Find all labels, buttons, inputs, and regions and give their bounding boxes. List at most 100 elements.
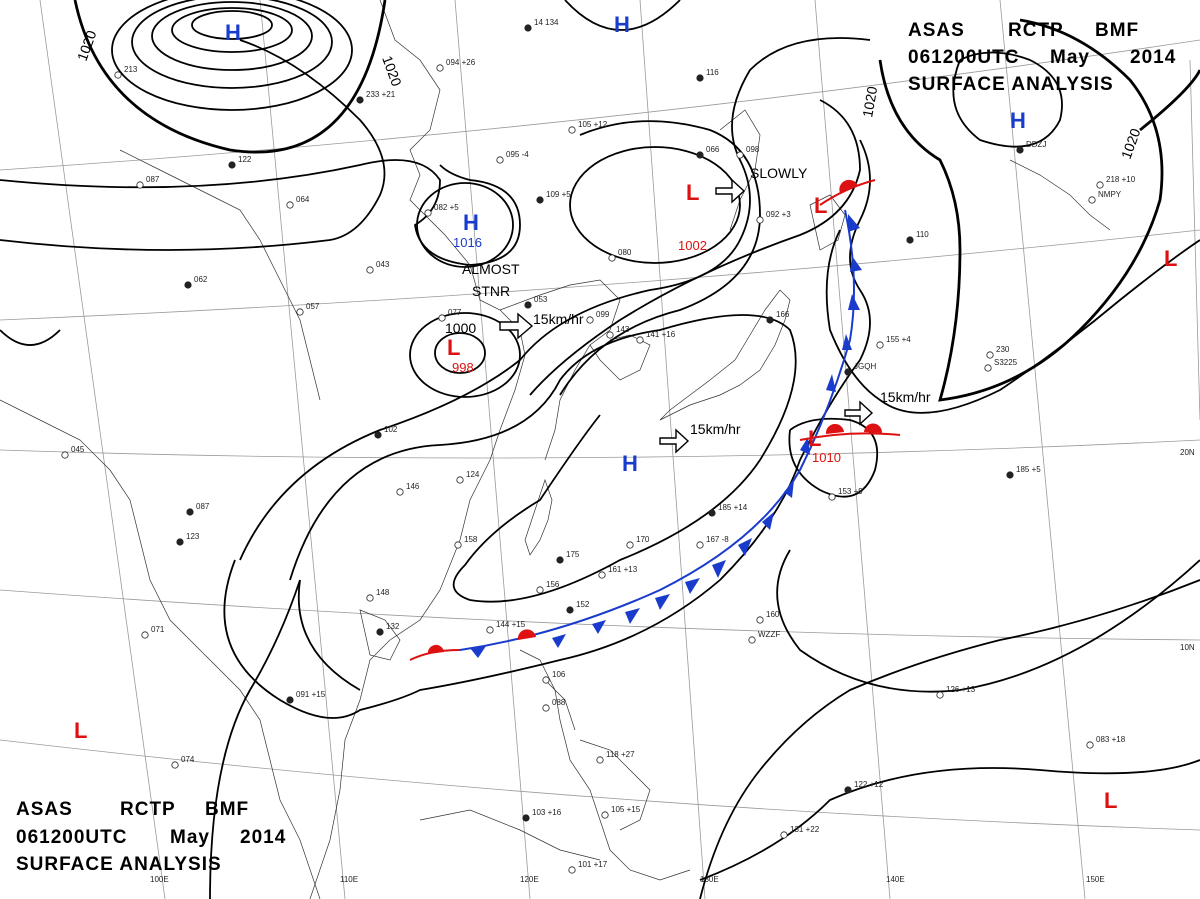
station-marker: [456, 476, 464, 484]
header-bl-line1-a: ASAS: [16, 799, 73, 820]
station-label: 057: [306, 302, 320, 311]
station-marker: [376, 628, 384, 636]
station-marker: [454, 541, 462, 549]
center-l-southeast: L: [1104, 788, 1117, 813]
station-label: 071: [151, 625, 165, 634]
station-label: 105 +12: [578, 120, 608, 129]
station-label: WZZF: [758, 630, 780, 639]
station-label: 099: [596, 310, 610, 319]
annotation-motion-taiwan: 15km/hr: [690, 421, 741, 437]
station-marker: [141, 631, 149, 639]
lat-label-10n: 10N: [1180, 643, 1195, 652]
station-marker: [171, 761, 179, 769]
motion-arrow-taiwan: [659, 428, 690, 454]
station-marker: [756, 616, 764, 624]
header-tr-line1-c: BMF: [1095, 20, 1139, 41]
header-bl-line2-b: May: [170, 827, 210, 848]
latlon-labels: 20N 10N 100E 110E 120E 130E 140E 150E: [150, 448, 1195, 884]
motion-arrows: [499, 178, 874, 454]
station-marker: [366, 594, 374, 602]
pressure-centers: H H H H 1016 L 1002 L 998 L L L 1010 H L…: [74, 12, 1177, 813]
station-label: 156: [546, 580, 560, 589]
annotations: ALMOST STNR 1000 SLOWLY 15km/hr 15km/hr …: [445, 165, 931, 437]
station-marker: [542, 704, 550, 712]
station-label: 185 +14: [718, 503, 748, 512]
station-marker: [696, 151, 704, 159]
header-tr-line2-b: May: [1050, 47, 1090, 68]
station-label: 087: [146, 175, 160, 184]
station-label: 155 +4: [886, 335, 911, 344]
station-marker: [542, 676, 550, 684]
station-marker: [1016, 146, 1024, 154]
station-marker: [61, 451, 69, 459]
station-label: 103 +16: [532, 808, 562, 817]
isobar-label-right-upper: 1020: [859, 85, 880, 119]
coastlines: [0, 0, 1111, 899]
header-bl-line2-c: 2014: [240, 827, 286, 848]
station-marker: [286, 201, 294, 209]
station-marker: [396, 488, 404, 496]
station-marker: [184, 281, 192, 289]
station-marker: [536, 196, 544, 204]
station-marker: [696, 74, 704, 82]
station-label: 170: [636, 535, 650, 544]
header-bl-line2-a: 061200UTC: [16, 827, 127, 848]
warm-fronts: [409, 179, 901, 661]
station-marker: [522, 814, 530, 822]
station-marker: [496, 156, 504, 164]
station-label: 064: [296, 195, 310, 204]
station-label: 141 +16: [646, 330, 676, 339]
station-label: 160: [766, 610, 780, 619]
header-bl-line3: SURFACE ANALYSIS: [16, 854, 222, 875]
station-marker: [844, 786, 852, 794]
station-label: 126 +13: [946, 685, 976, 694]
motion-arrow-north: [715, 178, 746, 204]
center-l-china-south: L: [447, 335, 460, 360]
station-marker: [436, 64, 444, 72]
header-top-right: ASAS RCTP BMF 061200UTC May 2014 SURFACE…: [908, 20, 1175, 95]
lon-label-100e: 100E: [150, 875, 169, 884]
station-marker: [606, 331, 614, 339]
station-marker: [296, 308, 304, 316]
station-label: 118 +27: [606, 750, 635, 759]
center-l-pacific-value: 1010: [812, 450, 841, 465]
lon-label-110e: 110E: [340, 875, 358, 884]
station-label: 161 +13: [608, 565, 638, 574]
station-label: NMPY: [1098, 190, 1122, 199]
station-label: 095 -4: [506, 150, 529, 159]
station-label: 053: [534, 295, 548, 304]
station-marker: [556, 556, 564, 564]
station-marker: [936, 691, 944, 699]
station-marker: [568, 126, 576, 134]
station-label: 110: [916, 230, 929, 239]
station-label: 043: [376, 260, 390, 269]
station-marker: [228, 161, 236, 169]
station-label: 185 +5: [1016, 465, 1041, 474]
lon-label-120e: 120E: [520, 875, 539, 884]
station-label: 106: [552, 670, 566, 679]
station-marker: [876, 341, 884, 349]
station-label: DDZJ: [1026, 140, 1046, 149]
station-marker: [844, 368, 852, 376]
station-marker: [626, 541, 634, 549]
center-h-northeast: H: [1010, 108, 1026, 133]
annotation-almost: ALMOST: [462, 261, 520, 277]
station-label: 091 +15: [296, 690, 326, 699]
header-tr-line1-a: ASAS: [908, 20, 965, 41]
station-label: 080: [618, 248, 632, 257]
station-label: S3225: [994, 358, 1018, 367]
station-label: 102: [384, 425, 398, 434]
station-marker: [736, 151, 744, 159]
station-marker: [186, 508, 194, 516]
station-marker: [374, 431, 382, 439]
annotation-isobar-1000: 1000: [445, 320, 476, 336]
station-marker: [601, 811, 609, 819]
station-label: 143: [616, 325, 630, 334]
annotation-slowly: SLOWLY: [750, 165, 808, 181]
station-marker: [1006, 471, 1014, 479]
center-l-pacific: L: [808, 426, 821, 451]
center-l-west: L: [74, 718, 87, 743]
station-marker: [748, 636, 756, 644]
station-marker: [356, 96, 364, 104]
station-label: 158: [464, 535, 478, 544]
